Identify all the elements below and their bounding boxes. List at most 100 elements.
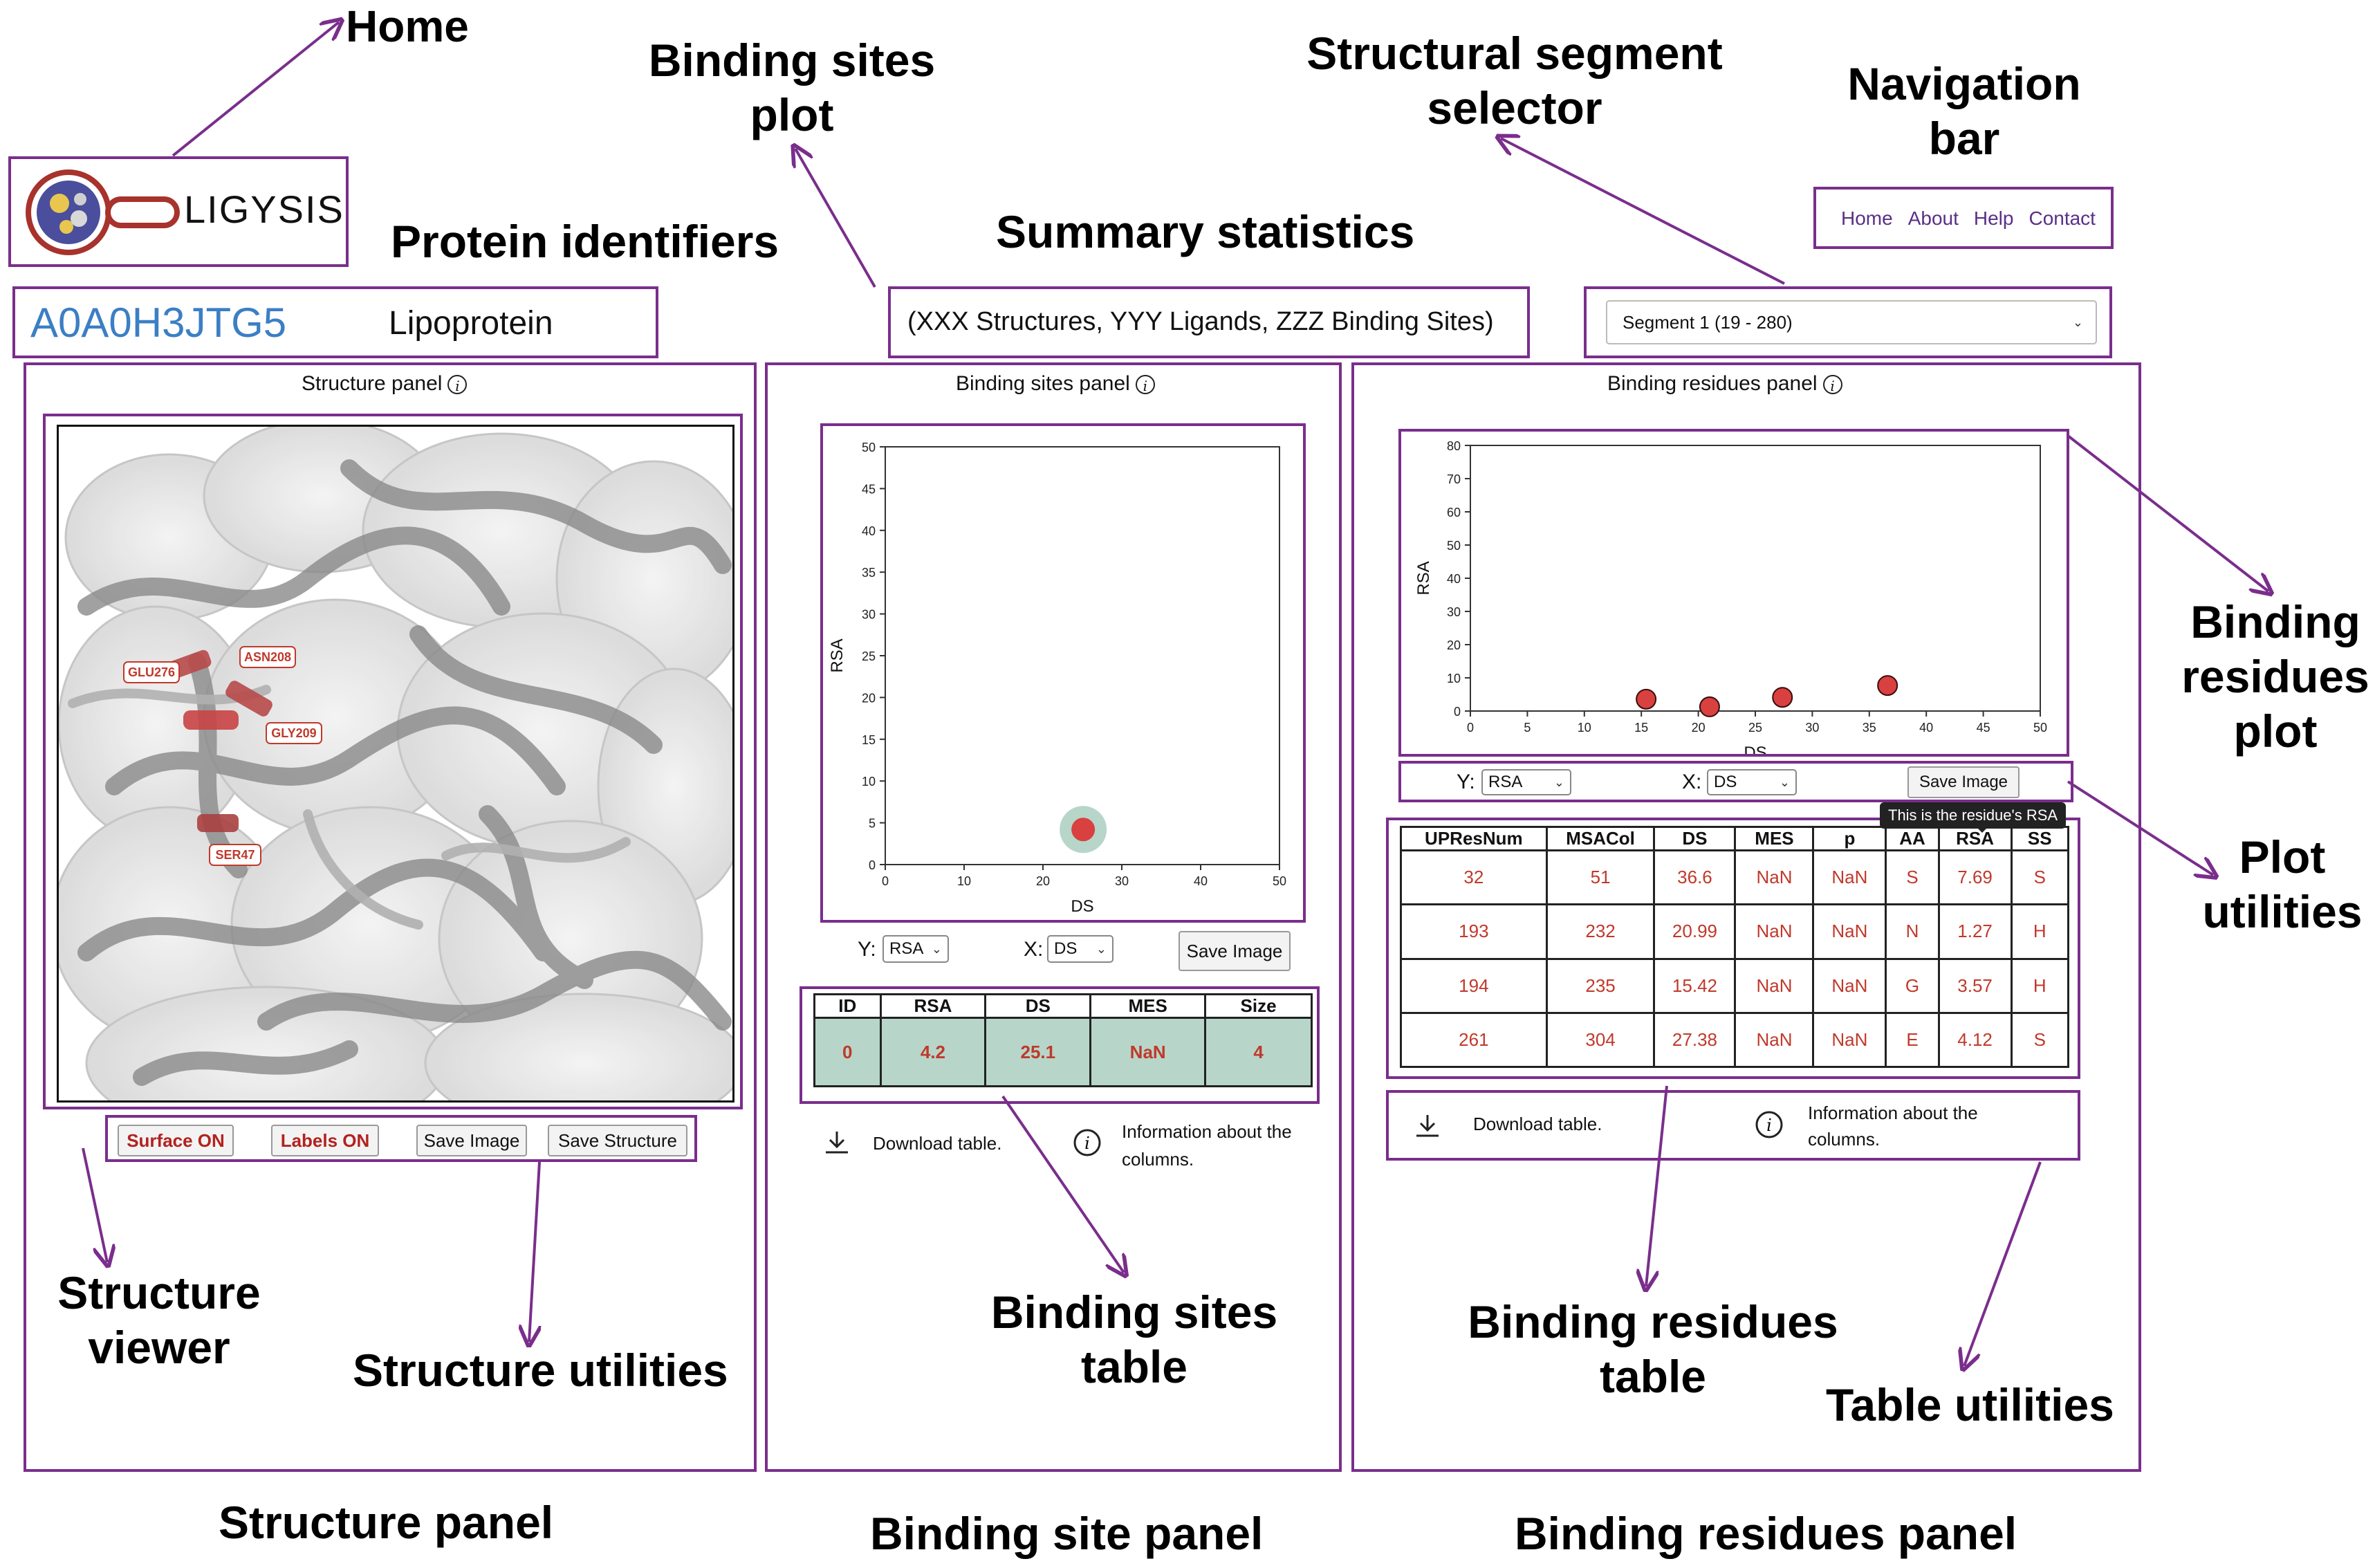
x-tick-label: 20	[1036, 874, 1050, 888]
table-row[interactable]: 193 232 20.99 NaN NaN N 1.27 H	[1400, 903, 2069, 960]
binding-sites-panel-title: Binding sites panel i	[956, 372, 1155, 396]
y-tick-label: 50	[1447, 539, 1461, 553]
segment-selector[interactable]: Segment 1 (19 - 280) ⌄	[1606, 300, 2097, 344]
nav-help[interactable]: Help	[1973, 207, 2014, 229]
y-axis-select-value: RSA	[1488, 773, 1523, 791]
info-icon[interactable]: i	[1135, 375, 1155, 395]
download-icon[interactable]	[1414, 1112, 1441, 1140]
labels-toggle-button[interactable]: Labels ON	[271, 1125, 379, 1156]
x-tick-label: 40	[1919, 721, 1933, 735]
annotation-binding-residues-panel: Binding residues panel	[1515, 1508, 2017, 1559]
download-table-link[interactable]: Download table.	[873, 1133, 1002, 1154]
save-image-button[interactable]: Save Image	[1179, 931, 1291, 971]
column-header[interactable]: p	[1812, 826, 1887, 851]
column-header[interactable]: DS	[984, 993, 1092, 1019]
binding-sites-plot-frame	[820, 423, 1306, 923]
structure-panel-title: Structure panel i	[302, 372, 468, 396]
nav-contact[interactable]: Contact	[2029, 207, 2096, 229]
table-cell: H	[2010, 957, 2069, 1014]
binding-residues-panel	[1351, 362, 2141, 1472]
y-tick-label: 40	[1447, 572, 1461, 586]
binding-sites-plot[interactable]: 0 10 20 30 40 50 0 5 10 15 20 25 30 35 40 45 50 DS RSA	[823, 426, 1303, 920]
x-tick-label: 0	[882, 874, 889, 888]
download-table-link[interactable]: Download table.	[1473, 1114, 1602, 1134]
column-header[interactable]: Size	[1204, 993, 1313, 1019]
structure-viewer[interactable]: GLU276 ASN208 GLY209 SER47	[57, 425, 734, 1103]
column-header[interactable]: SS	[2010, 826, 2069, 851]
save-image-button[interactable]: Save Image	[416, 1125, 527, 1156]
plot-area	[885, 446, 1280, 865]
column-header[interactable]: RSA	[879, 993, 987, 1019]
nav-home[interactable]: Home	[1841, 207, 1893, 229]
y-axis-select[interactable]: RSA ⌄	[1481, 769, 1571, 795]
data-point[interactable]	[1071, 818, 1096, 842]
column-header[interactable]: ID	[813, 993, 882, 1019]
x-axis-label: X:	[1024, 938, 1044, 961]
download-icon[interactable]	[823, 1129, 851, 1156]
save-structure-button[interactable]: Save Structure	[548, 1125, 687, 1156]
surface-toggle-button[interactable]: Surface ON	[118, 1125, 234, 1156]
table-row[interactable]: 261 304 27.38 NaN NaN E 4.12 S	[1400, 1011, 2069, 1069]
info-icon[interactable]: i	[1754, 1109, 1784, 1140]
binding-residues-table-frame	[1386, 818, 2080, 1079]
column-header[interactable]: AA	[1885, 826, 1940, 851]
y-tick-label: 40	[862, 524, 876, 538]
table-utilities: Download table. i Information about the …	[1386, 1090, 2080, 1161]
binding-residues-table: UPResNum MSACol DS MES p AA RSA SS 32 51 36.6 NaN N…	[1400, 826, 2069, 1069]
column-header[interactable]: UPResNum	[1400, 826, 1548, 851]
data-point[interactable]	[1772, 687, 1793, 708]
table-row[interactable]: 194 235 15.42 NaN NaN G 3.57 H	[1400, 957, 2069, 1014]
annotation-table-utilities: Table utilities	[1826, 1379, 2114, 1430]
table-cell: 7.69	[1937, 849, 2013, 906]
column-header[interactable]: DS	[1653, 826, 1737, 851]
column-header[interactable]: RSA	[1937, 826, 2013, 851]
binding-residues-plot[interactable]: 0 5 10 15 20 25 30 35 40 45 50 0 10 20 30 40 50 60 70 80 DS R…	[1401, 432, 2067, 754]
nav-about[interactable]: About	[1907, 207, 1959, 229]
y-tick-label: 60	[1447, 506, 1461, 519]
table-cell: 3.57	[1937, 957, 2013, 1014]
annotation-plot-utilities: Plot utilities	[2202, 831, 2363, 938]
logo-box[interactable]: LIGYSIS	[8, 156, 349, 267]
column-header[interactable]: MES	[1734, 826, 1815, 851]
table-cell: 232	[1545, 903, 1656, 960]
info-icon[interactable]: i	[1072, 1127, 1102, 1158]
table-cell: 15.42	[1653, 957, 1737, 1014]
x-tick-label: 50	[2033, 721, 2047, 735]
annotation-summary-statistics: Summary statistics	[996, 206, 1415, 257]
x-tick-label: 45	[1977, 721, 1990, 735]
y-tick-label: 20	[1447, 638, 1461, 652]
annotation-binding-residues-table: Binding residues table	[1468, 1296, 1838, 1403]
annotation-binding-residues-plot: Binding residues plot	[2181, 596, 2369, 757]
info-icon[interactable]: i	[1822, 375, 1842, 395]
table-cell: N	[1885, 903, 1940, 960]
protein-id[interactable]: A0A0H3JTG5	[30, 299, 287, 346]
column-header[interactable]: MSACol	[1545, 826, 1656, 851]
annotation-home: Home	[346, 1, 469, 51]
table-row[interactable]: 32 51 36.6 NaN NaN S 7.69 S	[1400, 849, 2069, 906]
y-axis-title: RSA	[1414, 561, 1433, 595]
table-cell: NaN	[1089, 1017, 1207, 1087]
annotation-structure-panel: Structure panel	[219, 1497, 554, 1548]
y-tick-label: 10	[862, 775, 876, 788]
x-axis-select-value: DS	[1714, 773, 1737, 791]
data-point[interactable]	[1699, 696, 1720, 717]
column-tooltip: This is the residue's RSA	[1880, 802, 2067, 829]
annotation-structure-utilities: Structure utilities	[353, 1345, 728, 1396]
save-image-button[interactable]: Save Image	[1907, 766, 2020, 798]
y-axis-select[interactable]: RSA ⌄	[882, 935, 949, 963]
binding-sites-table-frame	[800, 986, 1320, 1104]
y-tick-label: 15	[862, 733, 876, 747]
data-point[interactable]	[1636, 688, 1657, 710]
column-header[interactable]: MES	[1089, 993, 1207, 1019]
structure-panel	[24, 362, 757, 1472]
residue-label-ser47: SER47	[209, 844, 261, 866]
data-point[interactable]	[1877, 675, 1898, 697]
x-axis-select[interactable]: DS ⌄	[1707, 769, 1797, 795]
x-axis-select[interactable]: DS ⌄	[1047, 935, 1113, 963]
y-axis-label: Y:	[858, 938, 876, 961]
info-icon[interactable]: i	[447, 375, 468, 395]
x-tick-label: 15	[1634, 721, 1648, 735]
table-cell: H	[2010, 903, 2069, 960]
x-tick-label: 5	[1524, 721, 1531, 735]
table-row[interactable]: 0 4.2 25.1 NaN 4	[813, 1017, 1313, 1087]
